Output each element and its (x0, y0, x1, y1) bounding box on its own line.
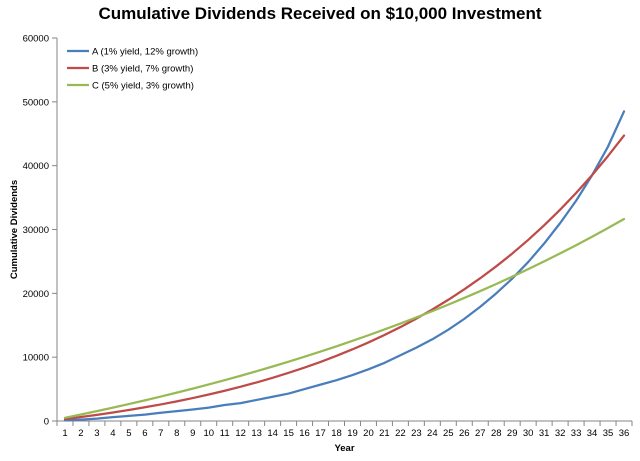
x-tick-label: 16 (299, 428, 310, 439)
x-tick-label: 4 (110, 428, 115, 439)
y-tick-label: 40000 (23, 161, 49, 172)
x-tick-label: 1 (62, 428, 67, 439)
legend-label: A (1% yield, 12% growth) (92, 47, 198, 58)
series-line-b (63, 134, 626, 421)
x-tick-label: 5 (126, 428, 131, 439)
x-tick-label: 30 (523, 428, 534, 439)
x-tick-label: 36 (619, 428, 630, 439)
legend-label: C (5% yield, 3% growth) (92, 81, 194, 92)
x-tick-label: 21 (379, 428, 390, 439)
y-tick-label: 50000 (23, 97, 49, 108)
x-tick-label: 9 (190, 428, 195, 439)
x-tick-label: 31 (539, 428, 550, 439)
x-tick-label: 7 (158, 428, 163, 439)
x-tick-label: 34 (587, 428, 598, 439)
x-tick-label: 20 (363, 428, 374, 439)
x-tick-label: 23 (411, 428, 422, 439)
x-tick-label: 11 (220, 428, 230, 439)
x-tick-label: 19 (347, 428, 358, 439)
x-tick-label: 26 (459, 428, 470, 439)
x-axis-label: Year (334, 443, 354, 454)
x-tick-label: 35 (603, 428, 614, 439)
x-tick-label: 29 (507, 428, 518, 439)
x-tick-label: 13 (251, 428, 262, 439)
series-line-a (63, 110, 626, 422)
chart-title: Cumulative Dividends Received on $10,000… (98, 4, 542, 23)
x-tick-label: 33 (571, 428, 582, 439)
x-tick-label: 6 (142, 428, 147, 439)
x-tick-label: 25 (443, 428, 454, 439)
x-tick-label: 28 (491, 428, 502, 439)
x-tick-label: 12 (235, 428, 246, 439)
y-axis-label: Cumulative Dividends (9, 180, 20, 279)
y-tick-label: 20000 (23, 289, 49, 300)
x-tick-label: 8 (174, 428, 179, 439)
x-tick-label: 22 (395, 428, 406, 439)
y-tick-label: 60000 (23, 34, 49, 45)
x-tick-label: 2 (78, 428, 83, 439)
x-tick-label: 3 (94, 428, 99, 439)
x-tick-label: 17 (315, 428, 326, 439)
x-tick-label: 15 (283, 428, 294, 439)
y-tick-label: 30000 (23, 225, 49, 236)
series-line-c (63, 217, 626, 419)
x-tick-label: 14 (267, 428, 278, 439)
x-tick-label: 27 (475, 428, 486, 439)
x-tick-label: 10 (203, 428, 214, 439)
x-tick-label: 32 (555, 428, 566, 439)
x-tick-label: 18 (331, 428, 342, 439)
legend-label: B (3% yield, 7% growth) (92, 64, 193, 75)
x-tick-label: 24 (427, 428, 438, 439)
y-tick-label: 10000 (23, 353, 49, 364)
y-tick-label: 0 (44, 417, 49, 428)
